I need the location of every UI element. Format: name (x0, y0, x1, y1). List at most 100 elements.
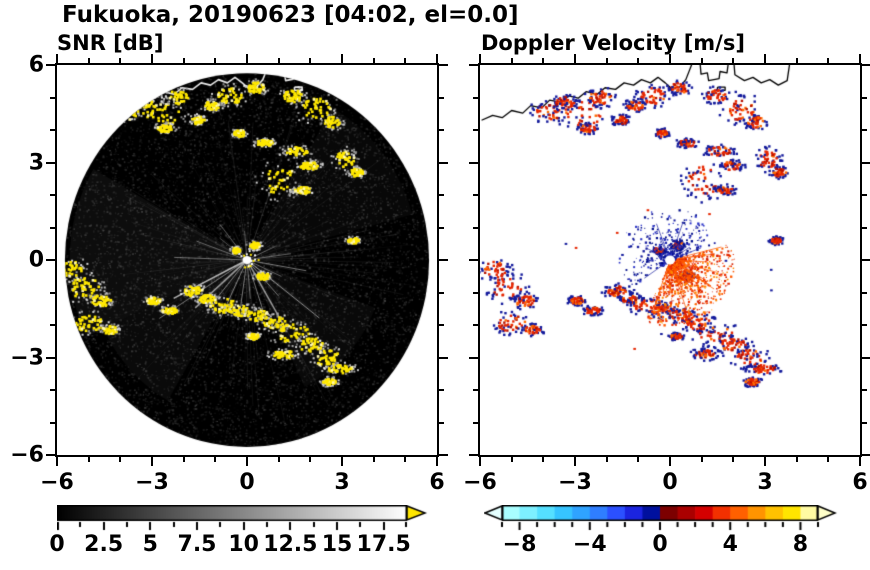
x-axis-tick (827, 58, 830, 63)
y-axis-tick (862, 291, 867, 294)
x-axis-tick (479, 457, 481, 466)
doppler-plot-canvas (480, 65, 860, 455)
colorbar-tick-label: 8 (792, 532, 809, 557)
x-axis-tick (669, 457, 671, 466)
y-axis-tick (862, 324, 867, 326)
y-axis-tick (862, 421, 867, 424)
colorbar-tick-label: 0 (652, 532, 668, 557)
x-axis-tick (637, 457, 640, 462)
y-tick-label: −6 (10, 442, 44, 468)
y-axis-tick (862, 96, 867, 99)
x-axis-tick (214, 58, 217, 63)
x-axis-tick (436, 54, 438, 63)
x-axis-tick (795, 457, 798, 462)
colorbar-tick-label: 15 (321, 532, 353, 557)
x-axis-tick (700, 58, 703, 63)
figure-title: Fukuoka, 20190623 [04:02, el=0.0] (62, 2, 519, 28)
x-axis-tick (764, 54, 766, 63)
y-axis-tick (439, 356, 448, 359)
y-axis-tick (439, 421, 444, 424)
x-axis-tick (372, 58, 375, 63)
snr-plot-canvas (57, 65, 437, 455)
x-axis-tick (119, 58, 122, 63)
y-axis-tick (46, 64, 55, 66)
x-tick-label: −6 (40, 470, 74, 495)
x-axis-tick (277, 58, 280, 63)
x-axis-tick (732, 457, 735, 462)
x-axis-tick (277, 457, 280, 462)
x-tick-label: −6 (463, 470, 497, 495)
y-axis-tick (473, 96, 478, 99)
x-tick-label: −3 (135, 470, 169, 495)
x-axis-tick (859, 54, 861, 63)
y-axis-tick (46, 454, 55, 456)
y-axis-tick (439, 259, 448, 261)
y-axis-tick (439, 324, 444, 326)
x-tick-label: 3 (757, 470, 773, 495)
x-axis-tick (56, 457, 58, 466)
y-tick-label: 6 (28, 52, 44, 78)
colorbar-tick-label: 12.5 (263, 532, 318, 557)
y-axis-tick (439, 96, 444, 99)
x-axis-tick (372, 457, 375, 462)
y-axis-tick (50, 96, 55, 99)
y-axis-tick (862, 454, 870, 456)
y-axis-tick (862, 226, 867, 229)
colorbar-tick-label: −4 (572, 532, 607, 557)
y-axis-tick (46, 259, 55, 261)
colorbar-tick-label: 5 (142, 532, 158, 557)
y-axis-tick (439, 389, 444, 391)
x-axis-tick (151, 54, 153, 63)
y-axis-tick (862, 389, 867, 391)
x-axis-tick (764, 457, 766, 466)
y-axis-tick (50, 324, 55, 326)
y-axis-tick (473, 291, 478, 294)
y-axis-tick (439, 64, 448, 66)
y-tick-label: −3 (10, 345, 44, 370)
x-axis-tick (510, 58, 513, 63)
x-axis-tick (404, 58, 407, 63)
snr-plot-frame (55, 63, 439, 457)
x-axis-tick (827, 457, 830, 462)
x-axis-tick (87, 58, 90, 63)
x-axis-tick (637, 58, 640, 63)
doppler-plot-frame (478, 63, 862, 457)
y-axis-tick (50, 226, 55, 229)
y-axis-tick (439, 226, 444, 229)
x-axis-tick (56, 54, 58, 63)
x-tick-label: 0 (239, 470, 255, 495)
y-axis-tick (469, 356, 478, 359)
x-axis-tick (479, 54, 481, 63)
colorbar-tick-label: 2.5 (84, 532, 124, 557)
y-axis-tick (473, 389, 478, 391)
y-axis-tick (473, 129, 478, 131)
y-axis-tick (862, 259, 870, 261)
x-tick-label: 6 (852, 470, 868, 495)
x-axis-tick (605, 58, 608, 63)
x-axis-tick (404, 457, 407, 462)
colorbar-tick-label: 10 (228, 532, 259, 557)
colorbar-tick-label: 0 (49, 532, 65, 557)
x-axis-tick (795, 58, 798, 63)
y-axis-tick (46, 161, 55, 164)
y-axis-tick (473, 194, 478, 196)
y-axis-tick (439, 291, 444, 294)
y-axis-tick (46, 356, 55, 359)
colorbar-tick-label: 17.5 (356, 532, 411, 557)
x-axis-tick (246, 457, 248, 466)
x-axis-tick (732, 58, 735, 63)
y-tick-label: 0 (28, 247, 44, 273)
x-axis-tick (700, 457, 703, 462)
x-axis-tick (605, 457, 608, 462)
doppler-colorbar (484, 505, 854, 535)
x-axis-tick (669, 54, 671, 63)
x-axis-tick (309, 58, 312, 63)
x-tick-label: 3 (334, 470, 350, 495)
x-axis-tick (859, 457, 861, 466)
x-axis-tick (574, 54, 576, 63)
x-axis-tick (574, 457, 576, 466)
x-axis-tick (151, 457, 153, 466)
colorbar-tick-label: 7.5 (177, 532, 217, 557)
y-axis-tick (50, 421, 55, 424)
